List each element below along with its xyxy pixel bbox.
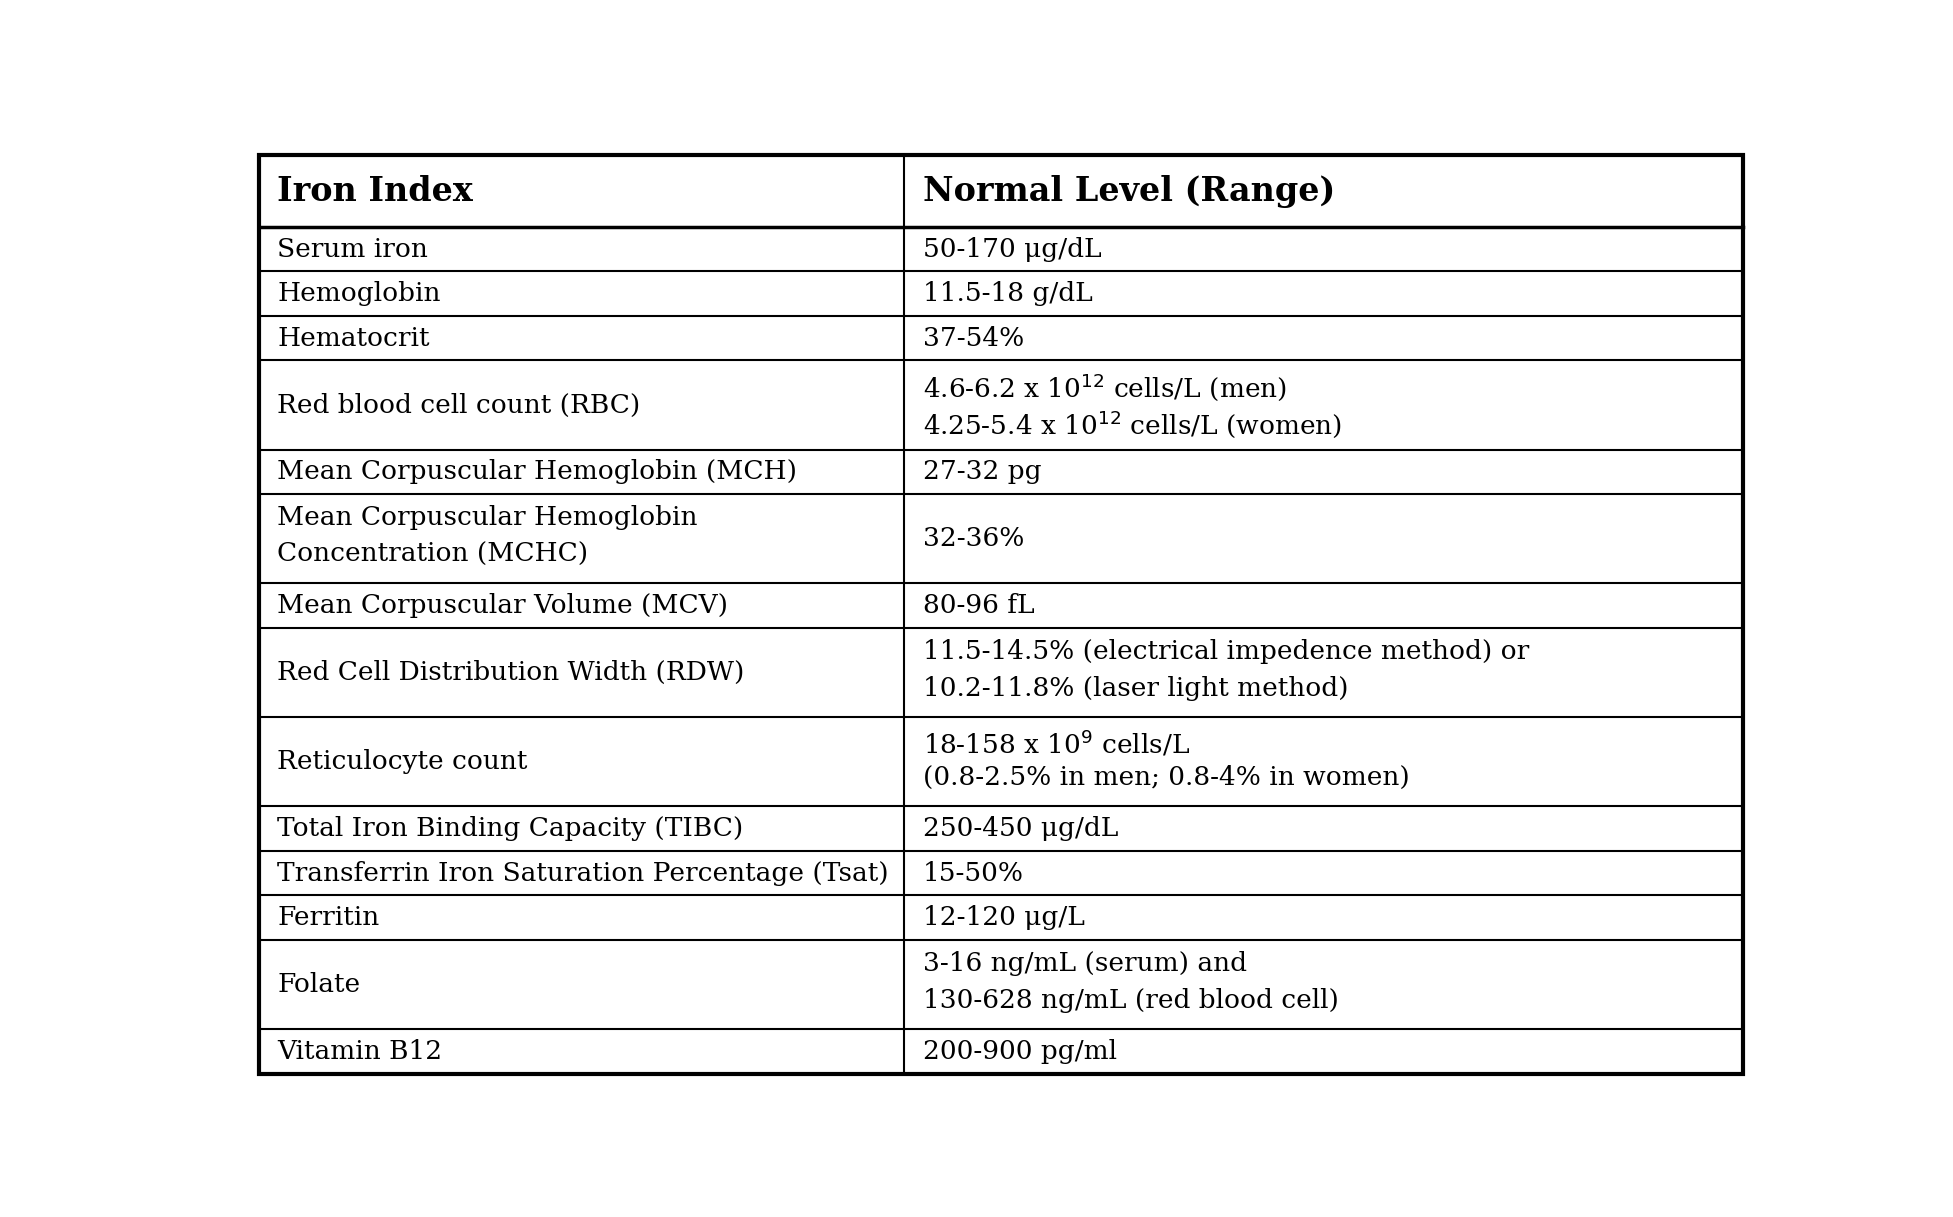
Text: Ferritin: Ferritin xyxy=(277,905,379,930)
Text: 250-450 μg/dL: 250-450 μg/dL xyxy=(922,817,1117,841)
Text: 18-158 x 10$^{9}$ cells/L: 18-158 x 10$^{9}$ cells/L xyxy=(922,728,1189,758)
Text: 3-16 ng/mL (serum) and: 3-16 ng/mL (serum) and xyxy=(922,950,1246,976)
Text: Vitamin B12: Vitamin B12 xyxy=(277,1039,443,1064)
Text: 80-96 fL: 80-96 fL xyxy=(922,593,1035,618)
Text: Mean Corpuscular Hemoglobin: Mean Corpuscular Hemoglobin xyxy=(277,505,697,529)
Text: Folate: Folate xyxy=(277,972,361,997)
Text: 11.5-18 g/dL: 11.5-18 g/dL xyxy=(922,281,1092,307)
Text: Hemoglobin: Hemoglobin xyxy=(277,281,441,307)
Text: Red blood cell count (RBC): Red blood cell count (RBC) xyxy=(277,393,641,417)
Text: Iron Index: Iron Index xyxy=(277,174,473,208)
Text: Normal Level (Range): Normal Level (Range) xyxy=(922,174,1336,208)
Text: 50-170 μg/dL: 50-170 μg/dL xyxy=(922,236,1101,262)
Text: Concentration (MCHC): Concentration (MCHC) xyxy=(277,543,588,567)
Text: Mean Corpuscular Volume (MCV): Mean Corpuscular Volume (MCV) xyxy=(277,593,728,618)
Text: 27-32 pg: 27-32 pg xyxy=(922,460,1041,484)
Text: 37-54%: 37-54% xyxy=(922,326,1023,350)
Text: 11.5-14.5% (electrical impedence method) or: 11.5-14.5% (electrical impedence method)… xyxy=(922,639,1529,663)
Text: 4.25-5.4 x 10$^{12}$ cells/L (women): 4.25-5.4 x 10$^{12}$ cells/L (women) xyxy=(922,409,1342,441)
Text: 32-36%: 32-36% xyxy=(922,526,1023,551)
Text: 12-120 μg/L: 12-120 μg/L xyxy=(922,905,1084,930)
Text: 200-900 pg/ml: 200-900 pg/ml xyxy=(922,1039,1117,1064)
Text: Reticulocyte count: Reticulocyte count xyxy=(277,750,527,774)
Text: Total Iron Binding Capacity (TIBC): Total Iron Binding Capacity (TIBC) xyxy=(277,817,744,841)
Text: Hematocrit: Hematocrit xyxy=(277,326,430,350)
Text: 130-628 ng/mL (red blood cell): 130-628 ng/mL (red blood cell) xyxy=(922,988,1338,1014)
Text: 4.6-6.2 x 10$^{12}$ cells/L (men): 4.6-6.2 x 10$^{12}$ cells/L (men) xyxy=(922,371,1287,403)
Text: Red Cell Distribution Width (RDW): Red Cell Distribution Width (RDW) xyxy=(277,660,744,685)
Text: (0.8-2.5% in men; 0.8-4% in women): (0.8-2.5% in men; 0.8-4% in women) xyxy=(922,765,1410,790)
Text: Serum iron: Serum iron xyxy=(277,236,428,262)
Text: 10.2-11.8% (laser light method): 10.2-11.8% (laser light method) xyxy=(922,677,1348,701)
Text: 15-50%: 15-50% xyxy=(922,860,1023,886)
Text: Transferrin Iron Saturation Percentage (Tsat): Transferrin Iron Saturation Percentage (… xyxy=(277,860,889,886)
Text: Mean Corpuscular Hemoglobin (MCH): Mean Corpuscular Hemoglobin (MCH) xyxy=(277,460,797,484)
